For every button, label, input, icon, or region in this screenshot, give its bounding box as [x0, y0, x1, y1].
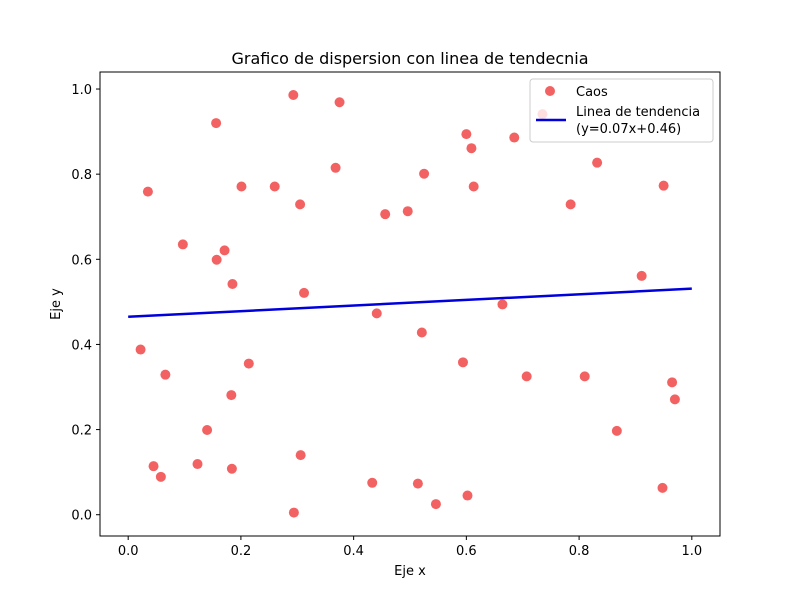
scatter-point	[243, 358, 254, 369]
x-axis-label: Eje x	[394, 564, 426, 579]
scatter-point	[148, 461, 159, 472]
scatter-point	[227, 278, 238, 289]
scatter-point	[236, 181, 247, 192]
y-tick-label: 0.2	[71, 424, 92, 439]
y-axis-label: Eje y	[49, 288, 64, 320]
scatter-point	[269, 181, 280, 192]
scatter-point	[295, 450, 306, 461]
x-tick-label: 0.2	[231, 544, 252, 559]
x-tick-label: 1.0	[681, 544, 702, 559]
scatter-point	[521, 371, 532, 382]
scatter-point	[177, 239, 188, 250]
scatter-point	[457, 357, 468, 368]
scatter-point	[669, 394, 680, 405]
scatter-point	[636, 270, 647, 281]
scatter-point	[419, 168, 430, 179]
y-tick-label: 0.0	[71, 509, 92, 524]
scatter-point	[160, 369, 171, 380]
scatter-point	[402, 206, 413, 217]
scatter-point	[416, 327, 427, 338]
scatter-point	[462, 490, 473, 501]
scatter-point	[192, 459, 203, 470]
scatter-point	[592, 157, 603, 168]
scatter-point	[579, 371, 590, 382]
legend-box	[529, 78, 714, 143]
scatter-point	[667, 377, 678, 388]
scatter-point	[412, 478, 423, 489]
scatter-point	[657, 482, 668, 493]
y-tick-label: 1.0	[71, 83, 92, 98]
scatter-point	[202, 425, 213, 436]
plot-area	[128, 89, 692, 518]
legend-label-caos: Caos	[576, 85, 608, 100]
y-axis-ticks: 0.0 0.2 0.4 0.6 0.8 1.0	[71, 83, 100, 524]
scatter-point	[334, 97, 345, 108]
legend-marker-caos	[545, 86, 555, 96]
scatter-point	[288, 507, 299, 518]
scatter-point	[295, 199, 306, 210]
plot-frame	[99, 71, 721, 537]
x-axis-ticks: 0.0 0.2 0.4 0.6 0.8 1.0	[118, 536, 702, 559]
scatter-point	[468, 181, 479, 192]
scatter-point	[466, 143, 477, 154]
chart-title: Grafico de dispersion con linea de tende…	[231, 49, 588, 68]
x-tick-label: 0.4	[343, 544, 364, 559]
scatter-point	[658, 180, 669, 191]
legend: Caos Linea de tendencia (y=0.07x+0.46)	[529, 78, 714, 143]
scatter-point	[367, 477, 378, 488]
scatter-point	[430, 499, 441, 510]
y-tick-label: 0.4	[71, 338, 92, 353]
x-tick-label: 0.8	[569, 544, 590, 559]
scatter-point	[226, 390, 237, 401]
legend-label-equation: (y=0.07x+0.46)	[576, 122, 681, 137]
scatter-point	[509, 132, 520, 143]
scatter-point	[142, 186, 153, 197]
scatter-point	[211, 118, 222, 129]
x-tick-label: 0.0	[118, 544, 139, 559]
scatter-point	[611, 425, 622, 436]
scatter-point	[155, 471, 166, 482]
scatter-point	[461, 129, 472, 140]
x-tick-label: 0.6	[456, 544, 477, 559]
scatter-point	[211, 254, 222, 265]
trend-line	[128, 287, 692, 319]
y-tick-label: 0.6	[71, 253, 92, 268]
y-tick-label: 0.8	[71, 168, 92, 183]
scatter-point	[371, 308, 382, 319]
scatter-point	[226, 463, 237, 474]
scatter-point	[219, 245, 230, 256]
scatter-point	[380, 209, 391, 220]
scatter-point	[299, 287, 310, 298]
scatter-point	[330, 162, 341, 173]
scatter-point	[288, 89, 299, 100]
scatter-point	[497, 299, 508, 310]
legend-label-tendencia: Linea de tendencia	[576, 105, 700, 120]
scatter-point	[135, 344, 146, 355]
scatter-point	[565, 199, 576, 210]
